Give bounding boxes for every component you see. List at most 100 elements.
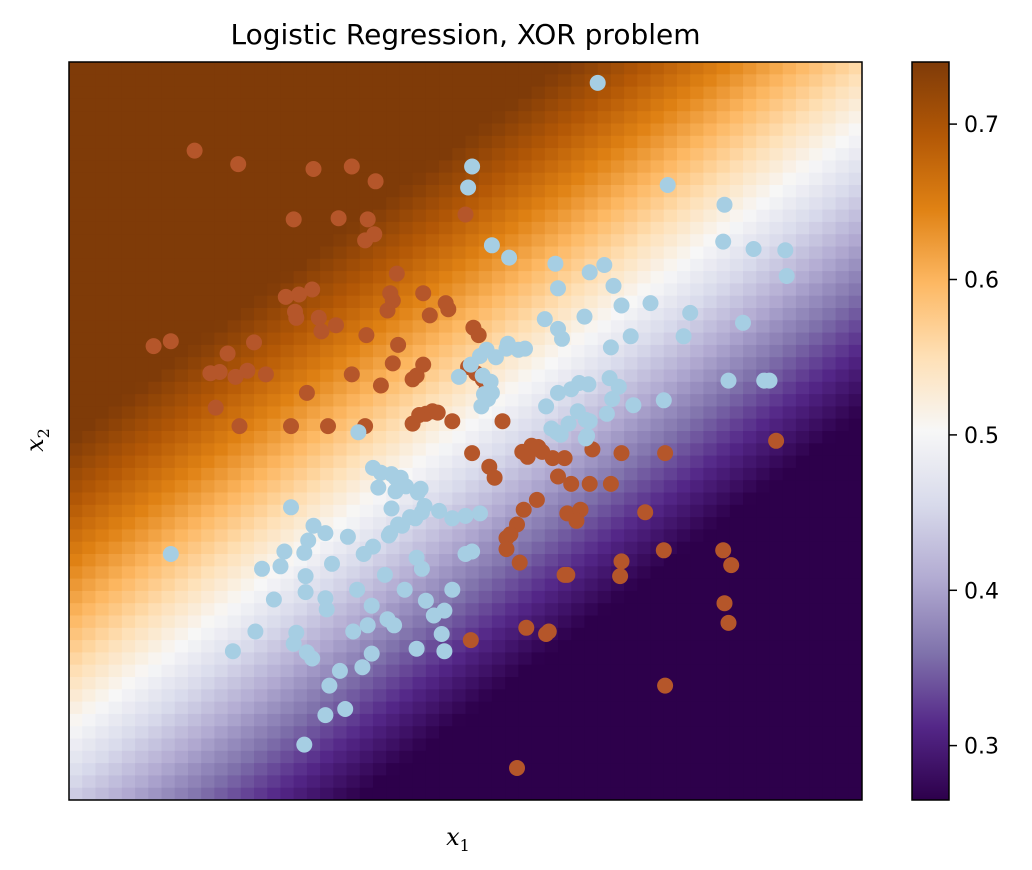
- heatmap-cell: [848, 394, 862, 407]
- heatmap-cell: [135, 320, 149, 334]
- heatmap-cell: [187, 640, 202, 653]
- heatmap-cell: [531, 418, 546, 432]
- heatmap-cell: [293, 357, 308, 371]
- heatmap-cell: [425, 480, 440, 494]
- heatmap-cell: [254, 677, 268, 690]
- heatmap-cell: [108, 480, 123, 494]
- heatmap-cell: [333, 517, 348, 530]
- heatmap-cell: [386, 713, 401, 727]
- heatmap-cell: [703, 197, 718, 211]
- heatmap-cell: [148, 541, 163, 555]
- heatmap-cell: [822, 320, 837, 334]
- heatmap-cell: [676, 111, 691, 125]
- data-point-class-1: [276, 543, 293, 560]
- heatmap-cell: [703, 271, 718, 284]
- heatmap-cell: [333, 467, 348, 481]
- heatmap-cell: [782, 504, 797, 518]
- heatmap-cell: [835, 394, 850, 407]
- heatmap-cell: [201, 258, 215, 272]
- heatmap-cell: [676, 381, 691, 395]
- heatmap-cell: [822, 332, 837, 346]
- heatmap-cell: [822, 677, 837, 690]
- heatmap-cell: [452, 160, 467, 174]
- heatmap-cell: [637, 664, 652, 678]
- heatmap-cell: [822, 627, 837, 641]
- heatmap-cell: [372, 787, 387, 800]
- heatmap-cell: [372, 160, 387, 174]
- heatmap-cell: [201, 135, 215, 149]
- heatmap-cell: [108, 615, 123, 629]
- heatmap-cell: [690, 320, 704, 334]
- heatmap-cell: [214, 590, 229, 604]
- heatmap-cell: [571, 554, 586, 567]
- heatmap-cell: [280, 344, 295, 358]
- heatmap-cell: [531, 726, 546, 740]
- heatmap-cell: [372, 86, 387, 100]
- heatmap-cell: [663, 480, 678, 494]
- heatmap-cell: [359, 517, 374, 530]
- heatmap-cell: [584, 750, 599, 764]
- heatmap-cell: [637, 738, 652, 752]
- heatmap-cell: [624, 541, 638, 555]
- heatmap-cell: [795, 750, 810, 764]
- heatmap-cell: [227, 566, 242, 580]
- heatmap-cell: [782, 713, 797, 727]
- heatmap-cell: [531, 357, 546, 371]
- heatmap-cell: [346, 320, 361, 334]
- heatmap-cell: [161, 148, 176, 161]
- heatmap-cell: [637, 135, 652, 149]
- heatmap-cell: [187, 160, 202, 174]
- heatmap-cell: [359, 504, 374, 518]
- heatmap-cell: [756, 406, 771, 420]
- heatmap-cell: [333, 738, 348, 752]
- heatmap-cell: [676, 357, 691, 371]
- heatmap-cell: [835, 787, 850, 800]
- heatmap-cell: [663, 148, 678, 161]
- heatmap-cell: [306, 406, 321, 420]
- heatmap-cell: [822, 664, 837, 678]
- heatmap-cell: [135, 357, 149, 371]
- heatmap-cell: [121, 160, 136, 174]
- heatmap-cell: [769, 98, 784, 112]
- heatmap-cell: [491, 123, 506, 137]
- data-point-class-1: [436, 643, 453, 660]
- heatmap-cell: [174, 271, 189, 284]
- heatmap-cell: [478, 652, 493, 666]
- heatmap-cell: [465, 148, 480, 161]
- data-point-class-1: [462, 356, 479, 373]
- heatmap-cell: [809, 283, 823, 297]
- heatmap-cell: [571, 701, 586, 715]
- heatmap-cell: [848, 726, 862, 740]
- heatmap-cell: [240, 234, 255, 248]
- heatmap-cell: [320, 62, 334, 75]
- heatmap-cell: [399, 74, 414, 88]
- heatmap-cell: [597, 160, 612, 174]
- heatmap-cell: [491, 135, 506, 149]
- heatmap-cell: [187, 554, 202, 567]
- heatmap-cell: [240, 578, 255, 592]
- heatmap-cell: [848, 369, 862, 383]
- heatmap-cell: [716, 62, 731, 75]
- heatmap-cell: [359, 775, 374, 789]
- heatmap-cell: [637, 431, 652, 444]
- heatmap-cell: [121, 135, 136, 149]
- heatmap-cell: [703, 221, 718, 235]
- heatmap-cell: [518, 283, 533, 297]
- heatmap-cell: [743, 640, 757, 653]
- heatmap-cell: [610, 418, 625, 432]
- heatmap-cell: [121, 455, 136, 469]
- heatmap-cell: [584, 283, 599, 297]
- data-point-class-0: [613, 553, 630, 570]
- heatmap-cell: [372, 418, 387, 432]
- heatmap-cell: [161, 467, 176, 481]
- heatmap-cell: [531, 98, 546, 112]
- heatmap-cell: [240, 271, 255, 284]
- heatmap-cell: [769, 197, 784, 211]
- heatmap-cell: [108, 578, 123, 592]
- heatmap-cell: [174, 221, 189, 235]
- heatmap-cell: [743, 554, 757, 567]
- heatmap-cell: [848, 111, 862, 125]
- heatmap-cell: [333, 640, 348, 653]
- heatmap-cell: [795, 271, 810, 284]
- heatmap-cell: [280, 529, 295, 543]
